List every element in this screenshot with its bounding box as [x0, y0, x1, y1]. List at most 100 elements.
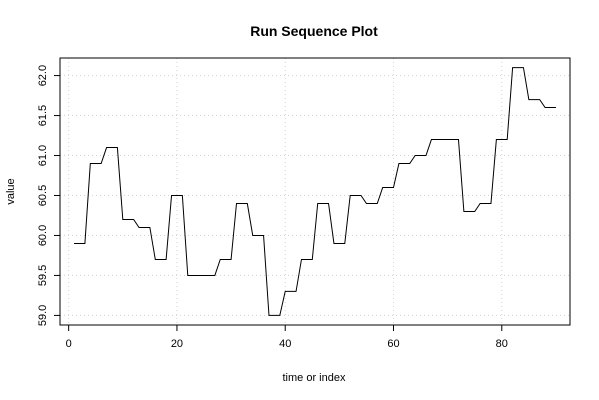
- data-point: [273, 314, 275, 316]
- data-point: [149, 226, 151, 228]
- data-point: [425, 154, 427, 156]
- series-line: [74, 67, 556, 316]
- y-tick-label: 62.0: [37, 65, 49, 86]
- chart-title: Run Sequence Plot: [250, 23, 378, 39]
- data-point: [446, 138, 448, 140]
- data-point: [457, 138, 459, 140]
- data-point: [414, 154, 416, 156]
- data-point: [501, 138, 503, 140]
- x-axis-label: time or index: [283, 372, 346, 384]
- data-point: [289, 290, 291, 292]
- data-point: [441, 138, 443, 140]
- data-point: [387, 186, 389, 188]
- x-tick-label: 0: [66, 338, 72, 350]
- data-point: [235, 202, 237, 204]
- data-point: [143, 226, 145, 228]
- data-point: [344, 242, 346, 244]
- data-point: [154, 258, 156, 260]
- data-point: [284, 290, 286, 292]
- data-point: [511, 66, 513, 68]
- data-point: [392, 186, 394, 188]
- data-point: [73, 242, 75, 244]
- data-point: [208, 274, 210, 276]
- data-point: [306, 258, 308, 260]
- data-point: [452, 138, 454, 140]
- x-tick-label: 80: [496, 338, 508, 350]
- y-tick-label: 60.0: [37, 225, 49, 246]
- data-point: [322, 202, 324, 204]
- data-point: [300, 258, 302, 260]
- data-point: [246, 202, 248, 204]
- data-point: [257, 234, 259, 236]
- data-point: [203, 274, 205, 276]
- data-point: [252, 234, 254, 236]
- data-point: [181, 194, 183, 196]
- data-point: [528, 98, 530, 100]
- grid-layer: [60, 58, 570, 325]
- y-tick-label: 59.0: [37, 305, 49, 326]
- data-point: [230, 258, 232, 260]
- data-point: [474, 210, 476, 212]
- data-point: [170, 194, 172, 196]
- data-point: [436, 138, 438, 140]
- data-point: [468, 210, 470, 212]
- data-point: [371, 202, 373, 204]
- data-point: [403, 162, 405, 164]
- data-point: [89, 162, 91, 164]
- y-tick-label: 59.5: [37, 265, 49, 286]
- data-point: [354, 194, 356, 196]
- series-layer: [73, 66, 556, 316]
- data-point: [333, 242, 335, 244]
- data-point: [197, 274, 199, 276]
- data-point: [176, 194, 178, 196]
- data-point: [105, 146, 107, 148]
- data-point: [138, 226, 140, 228]
- data-point: [116, 146, 118, 148]
- x-tick-label: 60: [387, 338, 399, 350]
- y-axis: 59.0 59.5 60.0 60.5 61.0 61.5 62.0: [37, 65, 60, 326]
- data-point: [360, 194, 362, 196]
- data-point: [349, 194, 351, 196]
- data-point: [122, 218, 124, 220]
- data-point: [522, 66, 524, 68]
- data-point: [78, 242, 80, 244]
- data-point: [398, 162, 400, 164]
- data-point: [132, 218, 134, 220]
- data-point: [479, 202, 481, 204]
- x-tick-label: 20: [171, 338, 183, 350]
- data-point: [484, 202, 486, 204]
- data-point: [160, 258, 162, 260]
- y-tick-label: 60.5: [37, 185, 49, 206]
- data-point: [100, 162, 102, 164]
- data-point: [409, 162, 411, 164]
- x-axis: 0 20 40 60 80: [66, 325, 508, 350]
- data-point: [311, 258, 313, 260]
- data-point: [111, 146, 113, 148]
- data-point: [192, 274, 194, 276]
- data-point: [338, 242, 340, 244]
- data-point: [327, 202, 329, 204]
- data-point: [262, 234, 264, 236]
- data-point: [317, 202, 319, 204]
- data-point: [268, 314, 270, 316]
- data-point: [430, 138, 432, 140]
- data-point: [295, 290, 297, 292]
- data-point: [224, 258, 226, 260]
- data-point: [419, 154, 421, 156]
- data-point: [241, 202, 243, 204]
- data-point: [490, 202, 492, 204]
- data-point: [219, 258, 221, 260]
- data-point: [549, 106, 551, 108]
- data-point: [533, 98, 535, 100]
- data-point: [506, 138, 508, 140]
- plot-frame: [59, 57, 571, 326]
- data-point: [95, 162, 97, 164]
- data-point: [538, 98, 540, 100]
- data-point: [214, 274, 216, 276]
- data-point: [495, 138, 497, 140]
- data-point: [517, 66, 519, 68]
- data-point: [279, 314, 281, 316]
- data-point: [127, 218, 129, 220]
